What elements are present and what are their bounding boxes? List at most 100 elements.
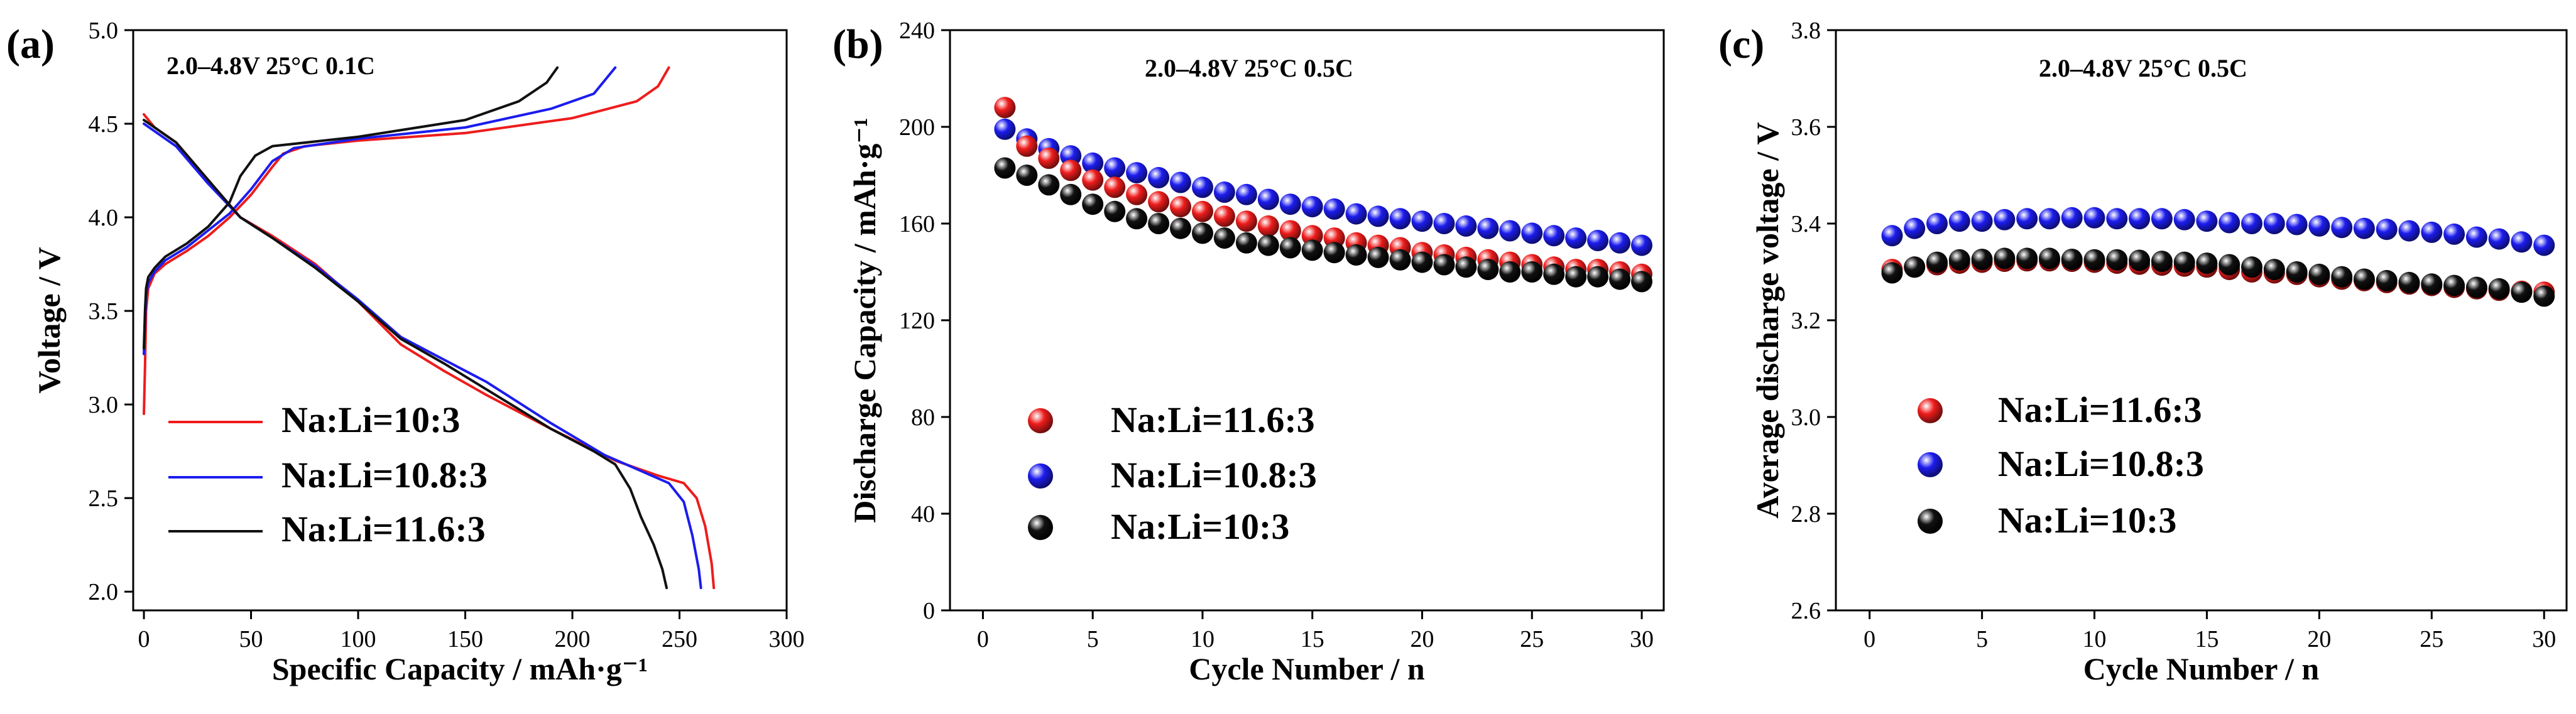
- data-point: [994, 118, 1016, 140]
- x-axis-label: Specific Capacity / mAh·g⁻¹: [272, 651, 648, 686]
- data-point: [1060, 183, 1082, 205]
- x-tick-label: 5: [1976, 626, 1988, 652]
- data-point: [1213, 205, 1235, 227]
- data-point: [1904, 217, 1926, 239]
- data-point: [2421, 273, 2443, 295]
- data-point: [1345, 244, 1367, 266]
- x-tick-label: 300: [769, 626, 805, 652]
- data-point: [1926, 251, 1948, 273]
- data-point: [2465, 276, 2487, 298]
- series-discharge-curve: [143, 119, 668, 590]
- data-point: [1411, 210, 1433, 232]
- data-point: [2241, 213, 2262, 234]
- data-point: [1609, 268, 1631, 290]
- x-tick-label: 200: [555, 626, 591, 652]
- panel-a: 0 50 100 150 200 250 300 2.0 2.5 3.0 3.5 4.0 4.5 5.0 S…: [6, 18, 805, 686]
- data-point: [1126, 162, 1148, 184]
- data-point: [1148, 213, 1170, 234]
- data-point: [1455, 256, 1477, 278]
- y-tick-label: 3.5: [89, 298, 119, 325]
- y-tick-label: 3.4: [1791, 211, 1821, 237]
- data-point: [1104, 200, 1126, 222]
- data-point: [1609, 232, 1631, 254]
- x-tick-label: 10: [2083, 626, 2107, 652]
- y-axis-label: Average discharge voltage / V: [1750, 122, 1785, 518]
- data-point: [2376, 269, 2398, 291]
- data-point: [2376, 219, 2398, 241]
- data-point: [1926, 213, 1948, 234]
- series-charge-curve: [143, 66, 670, 415]
- y-tick-label: 4.5: [89, 111, 119, 138]
- x-tick-label: 25: [1520, 626, 1544, 652]
- y-tick-label: 2.8: [1791, 501, 1821, 527]
- data-point: [2263, 213, 2285, 234]
- data-point: [1389, 208, 1411, 230]
- data-point: [1148, 166, 1170, 188]
- data-point: [1170, 217, 1191, 239]
- y-tick-label: 40: [911, 501, 935, 527]
- data-point: [2173, 251, 2195, 273]
- data-point: [1213, 227, 1235, 249]
- data-point: [2443, 223, 2465, 245]
- plot-frame: [132, 29, 788, 612]
- data-point: [2286, 214, 2308, 235]
- data-point: [1279, 220, 1301, 242]
- data-point: [1126, 183, 1148, 205]
- data-point: [1235, 232, 1257, 254]
- y-tick-label: 160: [899, 211, 935, 237]
- data-point: [1279, 193, 1301, 215]
- x-tick-label: 0: [138, 626, 150, 652]
- y-tick-label: 3.8: [1791, 18, 1821, 44]
- legend-label: Na:Li=10:3: [281, 399, 460, 440]
- data-point: [994, 97, 1016, 119]
- data-point: [1104, 176, 1126, 198]
- data-point: [1904, 256, 1926, 278]
- data-point: [1367, 205, 1389, 227]
- x-tick-label: 20: [2307, 626, 2331, 652]
- x-tick-label: 30: [1630, 626, 1654, 652]
- y-tick-label: 120: [899, 308, 935, 334]
- data-point: [1323, 242, 1345, 264]
- x-tick-label: 30: [2532, 626, 2556, 652]
- data-point: [1279, 237, 1301, 259]
- y-tick-label: 2.6: [1791, 598, 1821, 624]
- y-tick-label: 3.0: [1791, 404, 1821, 431]
- data-point: [1060, 160, 1082, 181]
- data-point: [1192, 176, 1213, 198]
- y-tick-label: 5.0: [89, 18, 119, 44]
- data-point: [1301, 196, 1323, 218]
- x-tick-label: 25: [2420, 626, 2443, 652]
- y-tick-label: 240: [899, 18, 935, 44]
- legend-swatch: [1918, 398, 1943, 423]
- data-point: [1104, 157, 1126, 179]
- data-point: [1301, 239, 1323, 261]
- data-point: [1038, 174, 1060, 196]
- y-tick-label: 200: [899, 114, 935, 141]
- data-point: [1881, 262, 1903, 284]
- series-discharge-curve: [143, 122, 702, 590]
- data-point: [1994, 208, 2016, 230]
- data-point: [994, 157, 1016, 179]
- data-point: [1367, 246, 1389, 268]
- y-axis-label: Voltage / V: [31, 247, 67, 393]
- data-point: [2421, 221, 2443, 243]
- panel-label: (a): [6, 21, 55, 67]
- data-point: [1499, 261, 1521, 283]
- data-point: [1948, 210, 1970, 232]
- legend-swatch: [1028, 408, 1053, 433]
- data-point: [1881, 225, 1903, 247]
- data-point: [1565, 266, 1587, 288]
- legend-swatch: [1918, 509, 1943, 534]
- data-point: [1994, 247, 2016, 269]
- legend-label: Na:Li=10.8:3: [1998, 443, 2204, 484]
- x-tick-label: 100: [341, 626, 376, 652]
- y-tick-label: 3.2: [1791, 308, 1821, 334]
- data-point: [2241, 256, 2262, 278]
- legend: Na:Li=10:3 Na:Li=10.8:3 Na:Li=11.6:3: [168, 399, 488, 549]
- data-point: [1235, 210, 1257, 232]
- data-point: [1433, 254, 1455, 276]
- data-point: [1213, 181, 1235, 203]
- data-point: [2353, 217, 2375, 239]
- legend-label: Na:Li=11.6:3: [281, 509, 486, 549]
